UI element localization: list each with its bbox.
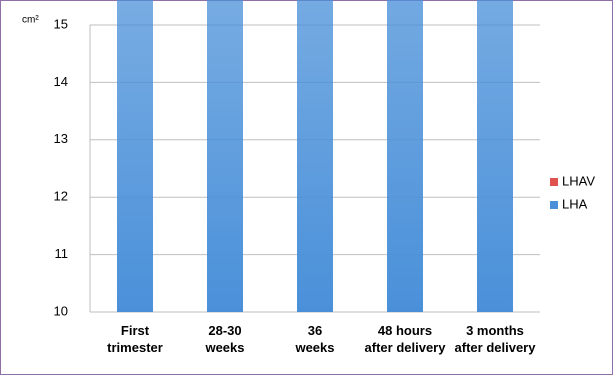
x-tick-label: 48 hours after delivery	[365, 323, 447, 355]
x-tick-label: 3 months after delivery	[455, 323, 537, 355]
legend-label: LHA	[562, 196, 588, 211]
bar-segment	[117, 0, 153, 312]
legend-label: LHAV	[562, 173, 595, 188]
x-tick-label: First trimester	[107, 323, 163, 355]
y-tick-label: 12	[54, 189, 68, 204]
y-tick-label: 13	[54, 131, 68, 146]
legend-swatch	[550, 178, 558, 186]
bar-segment	[207, 0, 243, 313]
y-axis-label: cm²	[22, 15, 39, 26]
y-tick-label: 15	[54, 16, 68, 31]
bar-segment	[477, 0, 513, 312]
x-tick-label: 28-30 weeks	[204, 323, 244, 355]
x-tick-label: 36 weeks	[294, 323, 334, 355]
bar-segment	[387, 0, 423, 313]
y-tick-label: 10	[54, 303, 68, 318]
y-tick-label: 14	[54, 74, 68, 89]
y-tick-label: 11	[55, 246, 69, 261]
legend-swatch	[550, 201, 558, 209]
bar-segment	[297, 0, 333, 312]
